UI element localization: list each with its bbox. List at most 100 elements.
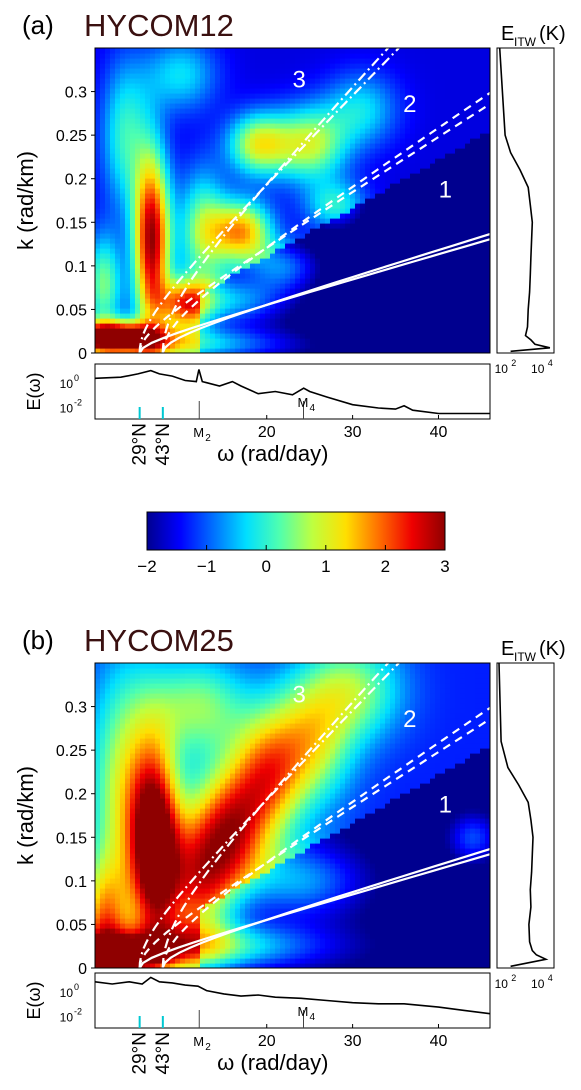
heatmap-cell	[390, 128, 396, 134]
heatmap-cell	[285, 193, 291, 199]
heatmap-cell	[110, 223, 116, 229]
heatmap-cell	[270, 333, 276, 339]
heatmap-cell	[235, 183, 241, 189]
heatmap-cell	[285, 118, 291, 124]
heatmap-cell	[210, 348, 216, 353]
heatmap-cell	[350, 148, 356, 154]
heatmap-cell	[265, 293, 271, 299]
heatmap-cell	[270, 78, 276, 84]
heatmap-cell	[170, 313, 176, 319]
heatmap-cell	[300, 283, 306, 289]
heatmap-cell	[115, 273, 121, 279]
heatmap-cell	[340, 343, 346, 349]
heatmap-cell	[325, 253, 331, 259]
heatmap-cell	[470, 68, 476, 74]
heatmap-cell	[285, 243, 291, 249]
heatmap-cell	[345, 168, 351, 174]
heatmap-cell	[220, 188, 226, 194]
heatmap-cell	[300, 68, 306, 74]
heatmap-cell	[115, 103, 121, 109]
heatmap-cell	[485, 58, 490, 64]
heatmap-cell	[435, 93, 441, 99]
heatmap-cell	[115, 138, 121, 144]
heatmap-cell	[385, 128, 391, 134]
heatmap-cell	[95, 913, 101, 919]
heatmap-cell	[475, 313, 481, 319]
heatmap-cell	[260, 68, 266, 74]
heatmap-cell	[155, 303, 161, 309]
heatmap-cell	[300, 73, 306, 79]
heatmap-cell	[275, 93, 281, 99]
heatmap-cell	[325, 308, 331, 314]
heatmap-cell	[390, 103, 396, 109]
heatmap-cell	[115, 188, 121, 194]
heatmap-cell	[485, 333, 490, 339]
heatmap-cell	[470, 268, 476, 274]
heatmap-cell	[345, 248, 351, 254]
heatmap-cell	[245, 143, 251, 149]
heatmap-cell	[305, 83, 311, 89]
heatmap-cell	[180, 318, 186, 324]
heatmap-cell	[145, 88, 151, 94]
heatmap-cell	[295, 48, 301, 54]
heatmap-cell	[250, 108, 256, 114]
heatmap-cell	[425, 283, 431, 289]
heatmap-cell	[265, 348, 271, 353]
heatmap-cell	[130, 148, 136, 154]
heatmap-cell	[485, 303, 490, 309]
heatmap-cell	[120, 98, 126, 104]
heatmap-cell	[445, 153, 451, 159]
heatmap-cell	[125, 258, 131, 264]
heatmap-cell	[285, 58, 291, 64]
heatmap-cell	[335, 108, 341, 114]
heatmap-cell	[265, 73, 271, 79]
heatmap-cell	[255, 333, 261, 339]
heatmap-cell	[425, 158, 431, 164]
heatmap-cell	[450, 313, 456, 319]
heatmap-cell	[340, 153, 346, 159]
heatmap-cell	[315, 73, 321, 79]
heatmap-cell	[215, 103, 221, 109]
heatmap-cell	[390, 148, 396, 154]
heatmap-cell	[425, 303, 431, 309]
heatmap-cell	[160, 218, 166, 224]
heatmap-cell	[205, 173, 211, 179]
heatmap-cell	[280, 48, 286, 54]
heatmap-cell	[335, 68, 341, 74]
heatmap-cell	[160, 108, 166, 114]
heatmap-cell	[340, 288, 346, 294]
heatmap-cell	[255, 98, 261, 104]
heatmap-cell	[325, 343, 331, 349]
heatmap-cell	[280, 173, 286, 179]
heatmap-cell	[270, 218, 276, 224]
heatmap-cell	[435, 238, 441, 244]
heatmap-cell	[200, 48, 206, 54]
heatmap-cell	[175, 313, 181, 319]
heatmap-cell	[185, 213, 191, 219]
heatmap-cell	[265, 118, 271, 124]
heatmap-cell	[465, 228, 471, 234]
heatmap-cell	[145, 198, 151, 204]
heatmap-cell	[175, 238, 181, 244]
heatmap-cell	[140, 198, 146, 204]
heatmap-cell	[435, 298, 441, 304]
heatmap-cell	[280, 118, 286, 124]
heatmap-cell	[195, 73, 201, 79]
heatmap-cell	[135, 208, 141, 214]
heatmap-cell	[420, 53, 426, 59]
heatmap-cell	[105, 88, 111, 94]
heatmap-cell	[480, 113, 486, 119]
heatmap-cell	[270, 198, 276, 204]
heatmap-cell	[345, 148, 351, 154]
heatmap-cell	[400, 213, 406, 219]
heatmap-cell	[120, 238, 126, 244]
heatmap-cell	[170, 168, 176, 174]
heatmap-cell	[210, 68, 216, 74]
heatmap-cell	[430, 303, 436, 309]
heatmap-cell	[300, 303, 306, 309]
heatmap-cell	[100, 113, 106, 119]
heatmap-cell	[395, 123, 401, 129]
heatmap-cell	[375, 68, 381, 74]
heatmap-cell	[480, 148, 486, 154]
heatmap-cell	[175, 53, 181, 59]
